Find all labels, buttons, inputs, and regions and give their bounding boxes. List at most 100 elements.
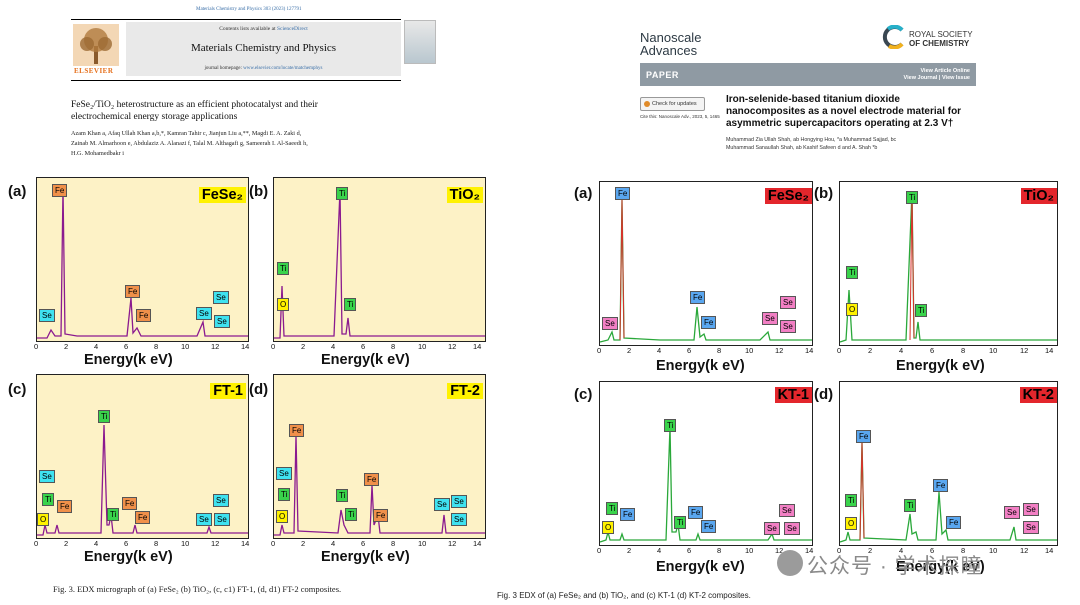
peak-label: Ti (845, 494, 858, 507)
peak-label: O (277, 298, 290, 311)
peak-label: Ti (336, 187, 349, 200)
sciencedirect-link[interactable]: ScienceDirect (276, 26, 308, 32)
edx-spectrum-left-d (274, 434, 485, 536)
peak-label: Fe (289, 424, 305, 437)
journal-cover-thumbnail (404, 20, 436, 64)
right-figure-caption: Fig. 3 EDX of (a) FeSe₂ and (b) TiO₂, an… (497, 591, 751, 600)
check-for-updates-button[interactable]: Check for updates (640, 97, 705, 111)
rsc-logo-icon (882, 25, 904, 49)
peak-label: Ti (664, 419, 677, 432)
sample-badge: FT-1 (210, 383, 246, 399)
peak-label: Se (196, 307, 212, 320)
x-axis-label: Energy(k eV) (321, 549, 410, 565)
left-citation: Materials Chemistry and Physics 303 (202… (196, 7, 302, 12)
left-journal-header: ELSEVIER Contents lists available at Sci… (71, 19, 401, 81)
left-figure-caption: Fig. 3. EDX micrograph of (a) FeSe₂ (b) … (53, 584, 342, 594)
panel-label-right-d: (d) (814, 386, 834, 403)
peak-label: Fe (946, 516, 962, 529)
sample-badge: TiO₂ (446, 187, 483, 203)
peak-label: Ti (906, 191, 919, 204)
peak-label: Se (779, 504, 795, 517)
wechat-icon (777, 550, 803, 576)
peak-label: Ti (278, 488, 291, 501)
peak-label: Ti (107, 508, 120, 521)
peak-label: Ti (277, 262, 290, 275)
paper-bar: PAPER View Article Online View Journal |… (640, 63, 976, 86)
peak-label: Ti (606, 502, 619, 515)
cite-this: Cite this: Nanoscale Adv., 2023, 5, 1465 (640, 114, 720, 119)
peak-label: Se (451, 495, 467, 508)
edx-spectrum-right-c (599, 426, 812, 543)
panel-label-right-b: (b) (814, 185, 834, 202)
peak-label: Se (784, 522, 800, 535)
view-links: View Article Online View Journal | View … (904, 68, 970, 82)
peak-label: Se (780, 296, 796, 309)
right-authors: Muhammad Zia Ullah Shah, ab Hongying Hou… (726, 137, 897, 151)
panel-label-left-d: (d) (249, 381, 269, 398)
panel-label-left-a: (a) (8, 183, 27, 200)
journal-box: Contents lists available at ScienceDirec… (126, 22, 401, 76)
peak-label: Fe (701, 316, 717, 329)
peak-label: Fe (615, 187, 631, 200)
sample-badge: FeSe₂ (764, 188, 812, 204)
x-axis-label: Energy(k eV) (84, 352, 173, 368)
peak-label: Se (214, 315, 230, 328)
edx-spectrum-left-a (37, 187, 248, 339)
peak-label: Se (39, 309, 55, 322)
right-article-title: Iron-selenide-based titanium dioxide nan… (726, 94, 962, 129)
edx-spectrum-left-c (37, 424, 248, 536)
peak-label: Se (213, 494, 229, 507)
elsevier-tree-logo (73, 24, 119, 66)
x-axis-label: Energy(k eV) (656, 559, 745, 575)
left-panel-c: FT-1 Se Ti O Fe Ti Ti Fe Fe Se Se Se (36, 374, 249, 539)
x-axis-label: Energy(k eV) (84, 549, 173, 565)
view-article-online-link[interactable]: View Article Online (920, 68, 970, 74)
peak-label: O (845, 517, 858, 530)
view-journal-link[interactable]: View Journal | View Issue (903, 75, 970, 81)
peak-label: O (602, 521, 615, 534)
panel-label-right-a: (a) (574, 185, 593, 202)
peak-label: Se (214, 513, 230, 526)
peak-label: Se (451, 513, 467, 526)
homepage-link[interactable]: www.elsevier.com/locate/matchemphys (243, 66, 323, 71)
right-panel-c: KT-1 Ti Ti O Fe Ti Fe Fe Se Se Se (599, 381, 813, 546)
rsc-name: ROYAL SOCIETY OF CHEMISTRY (909, 30, 973, 48)
tree-icon (80, 28, 112, 64)
panel-label-right-c: (c) (574, 386, 593, 403)
left-article-title: FeSe₂/TiO₂ heterostructure as an efficie… (71, 100, 318, 122)
peak-label: Fe (136, 309, 152, 322)
journal-title: Materials Chemistry and Physics (190, 42, 337, 54)
peak-label: Ti (846, 266, 859, 279)
peak-label: Se (276, 467, 292, 480)
panel-label-left-c: (c) (8, 381, 27, 398)
sample-badge: FT-2 (447, 383, 483, 399)
sample-badge: TiO₂ (1020, 188, 1057, 204)
peak-label: Fe (688, 506, 704, 519)
peak-label: Se (1023, 521, 1039, 534)
update-icon (644, 101, 650, 107)
peak-label: Se (764, 522, 780, 535)
peak-label: Se (1023, 503, 1039, 516)
right-panel-a: FeSe₂ Fe Se Fe Fe Se Se Se (599, 181, 813, 346)
left-panel-b: TiO₂ Ti O Ti Ti (273, 177, 486, 342)
peak-label: Se (213, 291, 229, 304)
peak-label: Se (196, 513, 212, 526)
peak-label: Ti (345, 508, 358, 521)
peak-label: Se (602, 317, 618, 330)
peak-label: Fe (701, 520, 717, 533)
peak-label: O (846, 303, 859, 316)
peak-label: Fe (373, 509, 389, 522)
panel-label-left-b: (b) (249, 183, 269, 200)
peak-label: Fe (122, 497, 138, 510)
peak-label: Fe (856, 430, 872, 443)
peak-label: Fe (125, 285, 141, 298)
peak-label: Fe (690, 291, 706, 304)
peak-label: Fe (620, 508, 636, 521)
peak-label: Ti (674, 516, 687, 529)
x-axis-label: Energy(k eV) (656, 358, 745, 374)
x-axis-label: Energy(k eV) (896, 358, 985, 374)
peak-label: Fe (57, 500, 73, 513)
peak-label: Fe (135, 511, 151, 524)
journal-homepage: journal homepage: www.elsevier.com/locat… (204, 66, 323, 71)
nanoscale-journal-name: Nanoscale Advances (640, 30, 702, 58)
